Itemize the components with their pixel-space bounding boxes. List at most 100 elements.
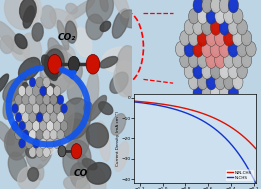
Ellipse shape (86, 123, 108, 148)
Circle shape (36, 94, 43, 105)
Circle shape (228, 19, 239, 35)
Circle shape (184, 19, 195, 35)
Ellipse shape (32, 128, 52, 159)
Ellipse shape (26, 148, 37, 158)
Ellipse shape (61, 105, 74, 147)
Ellipse shape (3, 76, 27, 119)
Circle shape (18, 86, 26, 96)
Ellipse shape (15, 34, 27, 49)
Circle shape (241, 30, 252, 46)
Circle shape (206, 52, 217, 68)
Circle shape (71, 144, 82, 159)
Circle shape (193, 85, 203, 101)
Ellipse shape (32, 23, 43, 41)
Legend: NiN-CHS, N-CHS: NiN-CHS, N-CHS (225, 169, 254, 181)
Circle shape (219, 0, 230, 13)
Circle shape (40, 86, 46, 96)
Circle shape (25, 121, 33, 131)
Circle shape (224, 9, 234, 24)
Circle shape (210, 19, 221, 35)
Circle shape (54, 103, 61, 114)
Ellipse shape (110, 72, 128, 93)
Ellipse shape (43, 84, 61, 110)
Ellipse shape (100, 21, 111, 32)
Ellipse shape (82, 159, 97, 170)
Circle shape (233, 74, 243, 90)
Circle shape (12, 121, 18, 131)
Ellipse shape (28, 168, 39, 181)
Ellipse shape (21, 33, 41, 62)
Circle shape (39, 138, 47, 149)
Circle shape (246, 42, 256, 57)
Circle shape (39, 121, 47, 131)
Ellipse shape (40, 150, 48, 161)
Circle shape (197, 30, 208, 46)
Circle shape (193, 19, 204, 35)
Ellipse shape (86, 163, 111, 184)
Ellipse shape (67, 78, 83, 104)
Circle shape (193, 63, 204, 79)
Circle shape (193, 41, 204, 57)
Ellipse shape (61, 119, 89, 159)
Ellipse shape (57, 20, 69, 50)
Ellipse shape (19, 0, 41, 26)
Circle shape (54, 86, 61, 96)
Ellipse shape (99, 102, 113, 115)
Ellipse shape (40, 5, 56, 29)
Ellipse shape (0, 74, 9, 94)
Circle shape (215, 30, 226, 46)
Ellipse shape (112, 0, 129, 18)
Ellipse shape (4, 128, 26, 157)
Circle shape (43, 129, 50, 140)
Circle shape (36, 129, 43, 140)
Circle shape (201, 63, 212, 79)
Ellipse shape (100, 57, 118, 68)
Ellipse shape (37, 165, 44, 180)
Circle shape (228, 0, 239, 13)
Circle shape (223, 30, 234, 46)
Ellipse shape (0, 21, 23, 54)
Ellipse shape (44, 49, 64, 78)
Circle shape (29, 94, 36, 105)
Ellipse shape (7, 118, 33, 160)
Ellipse shape (19, 57, 40, 80)
Circle shape (237, 19, 247, 35)
Circle shape (197, 74, 208, 90)
Circle shape (43, 77, 50, 88)
Ellipse shape (66, 113, 87, 146)
Circle shape (50, 94, 57, 105)
Text: CO₂: CO₂ (58, 33, 76, 42)
Circle shape (58, 146, 66, 157)
Circle shape (86, 54, 100, 74)
Circle shape (193, 0, 203, 13)
Circle shape (215, 9, 226, 24)
Circle shape (25, 138, 33, 149)
Circle shape (50, 112, 57, 122)
Circle shape (219, 63, 230, 79)
Ellipse shape (8, 152, 27, 182)
Circle shape (57, 112, 64, 122)
Circle shape (237, 63, 247, 79)
Circle shape (233, 9, 243, 24)
Ellipse shape (112, 9, 129, 38)
Ellipse shape (64, 176, 90, 189)
Circle shape (68, 56, 79, 72)
Circle shape (43, 94, 50, 105)
Ellipse shape (63, 140, 91, 180)
Circle shape (18, 103, 26, 114)
Circle shape (29, 77, 36, 87)
Ellipse shape (86, 0, 114, 23)
Ellipse shape (20, 0, 36, 22)
Circle shape (60, 121, 68, 131)
Circle shape (197, 52, 208, 68)
Circle shape (223, 52, 234, 68)
Ellipse shape (11, 37, 29, 61)
Circle shape (22, 112, 29, 122)
Circle shape (12, 104, 18, 113)
Ellipse shape (66, 3, 77, 14)
Circle shape (57, 129, 64, 140)
Circle shape (180, 52, 190, 68)
Circle shape (19, 139, 25, 148)
Ellipse shape (41, 55, 57, 81)
Circle shape (188, 30, 199, 46)
